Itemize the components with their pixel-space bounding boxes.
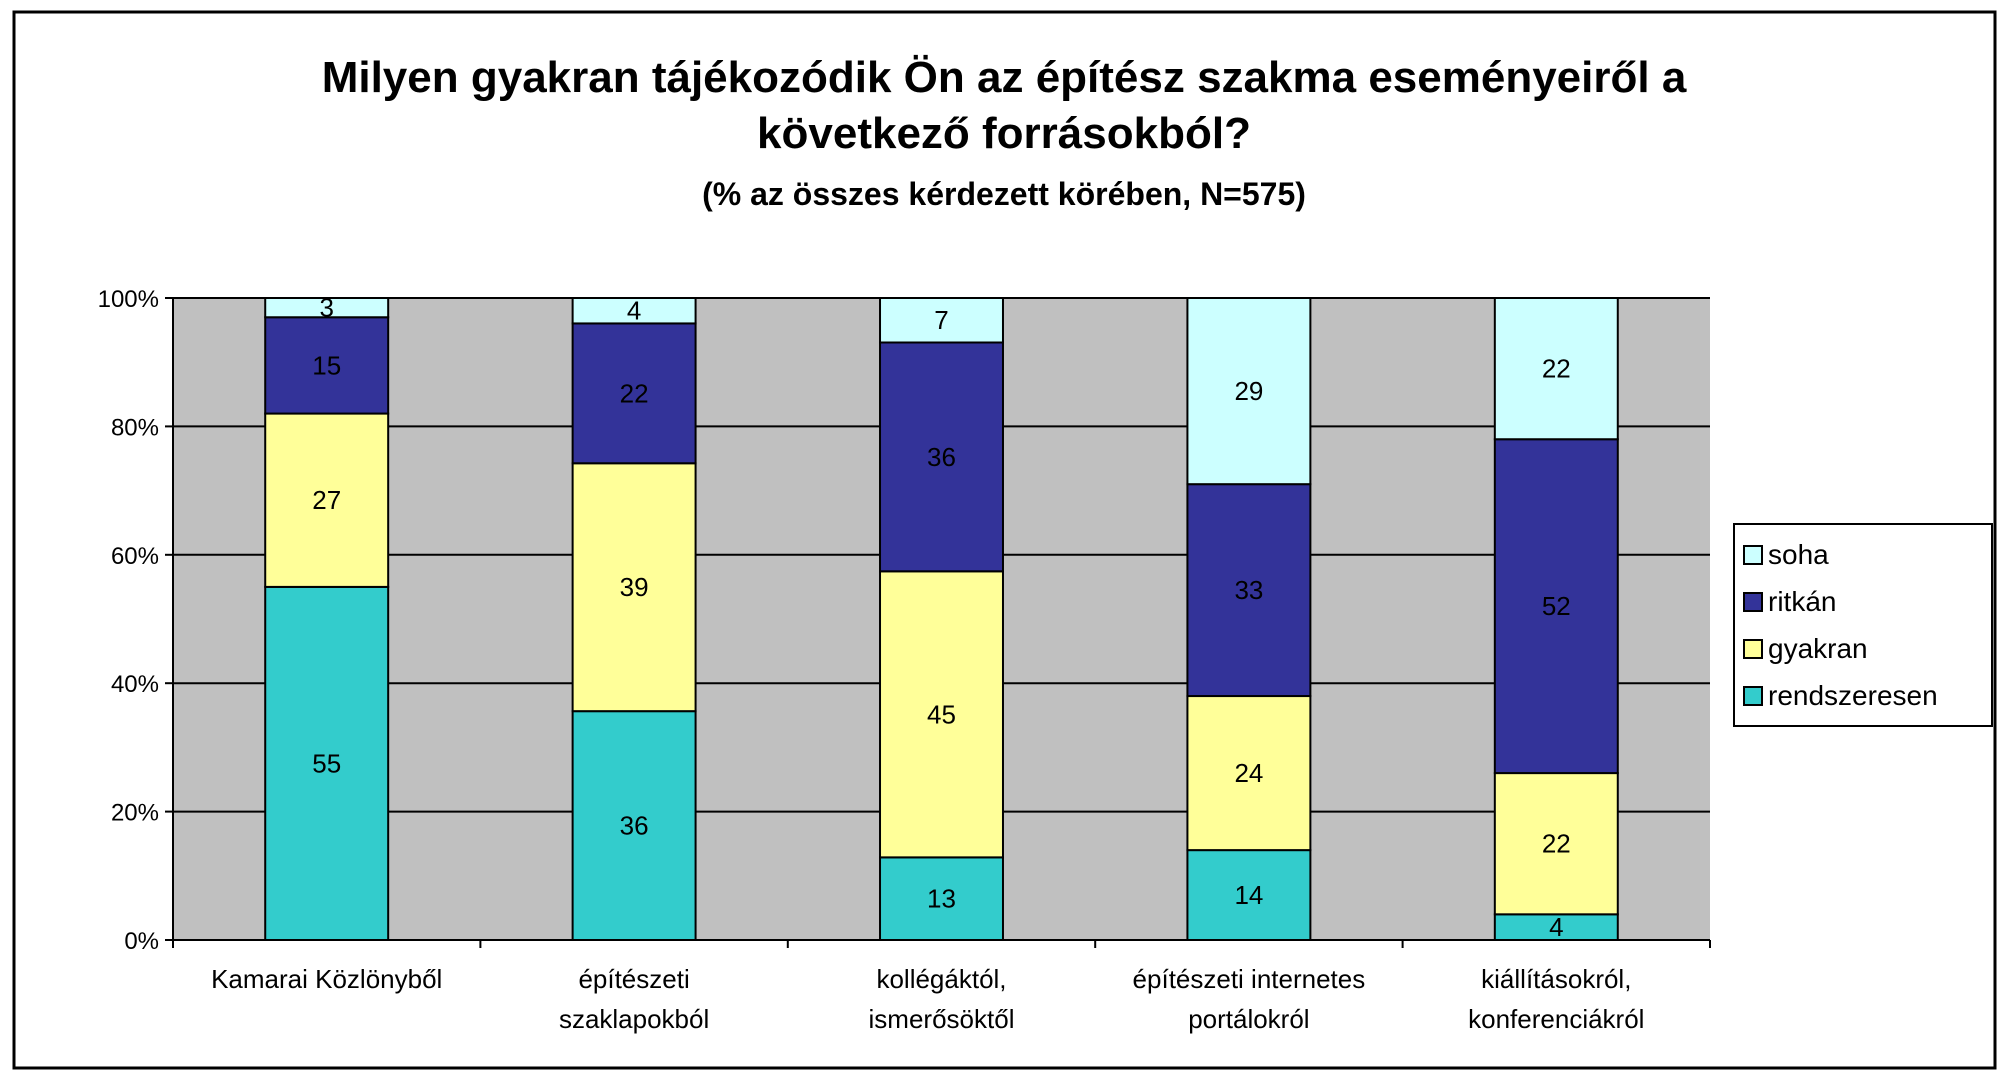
y-tick-label: 100% [98, 286, 159, 313]
y-axis-labels: 0% 20% 40% 60% 80% 100% [98, 286, 159, 955]
legend-label-ritkán: ritkán [1768, 586, 1836, 617]
y-tick-label: 60% [111, 543, 159, 570]
data-label: 36 [927, 442, 956, 472]
data-label: 39 [620, 572, 649, 602]
legend-label-soha: soha [1768, 539, 1829, 570]
data-label: 4 [627, 296, 641, 326]
x-axis-labels: Kamarai Közlönyből építészeti szaklapokból… [211, 964, 1644, 1034]
legend-swatch-soha [1743, 545, 1763, 565]
data-label: 33 [1234, 575, 1263, 605]
bar-segment-soha [879, 297, 1004, 344]
chart-title-line-1: Milyen gyakran tájékozódik Ön az építész… [322, 53, 1687, 102]
x-category-label: kollégáktól, [876, 964, 1006, 994]
x-category-label: Kamarai Közlönyből [211, 964, 442, 994]
bar-segment-rendszeresen [571, 710, 697, 942]
data-label: 22 [620, 378, 649, 408]
bar-segment-ritkán [1186, 483, 1312, 698]
data-label: 3 [319, 293, 333, 323]
legend: soha ritkán gyakran rendszeresen [1733, 523, 1993, 727]
legend-label-rendszeresen: rendszeresen [1768, 680, 1938, 711]
data-label: 52 [1542, 591, 1571, 621]
data-label: 15 [312, 350, 341, 380]
data-label: 22 [1542, 829, 1571, 859]
x-category-label: ismerősöktől [869, 1004, 1015, 1034]
x-category-label: kiállításokról, [1481, 964, 1631, 994]
data-label: 22 [1542, 354, 1571, 384]
chart-title-line-2: következő forrásokból? [757, 109, 1251, 158]
bar-segment-rendszeresen [879, 856, 1004, 941]
data-label: 45 [927, 699, 956, 729]
x-category-label: építészeti [578, 964, 689, 994]
data-label: 27 [312, 485, 341, 515]
bar-segment-gyakran [1493, 772, 1619, 916]
data-label: 36 [620, 811, 649, 841]
legend-swatch-ritkán [1743, 592, 1763, 612]
bars [264, 297, 1619, 942]
x-category-label: szaklapokból [559, 1004, 709, 1034]
bar-segment-ritkán [879, 341, 1004, 573]
x-category-label: építészeti internetes [1133, 964, 1366, 994]
bar-segment-ritkán [1493, 438, 1619, 775]
data-label: 7 [934, 305, 948, 335]
data-label: 13 [927, 884, 956, 914]
data-label: 24 [1234, 758, 1263, 788]
chart-subtitle: (% az összes kérdezett körében, N=575) [702, 176, 1306, 212]
bar-segment-gyakran [264, 412, 390, 588]
y-tick-label: 40% [111, 671, 159, 698]
legend-swatch-rendszeresen [1743, 686, 1763, 706]
data-label: 29 [1234, 376, 1263, 406]
bar-segment-rendszeresen [1186, 849, 1312, 941]
bar-segment-soha [1186, 297, 1312, 486]
data-label: 4 [1549, 912, 1563, 942]
data-label: 55 [312, 748, 341, 778]
bar-segment-soha [1493, 297, 1619, 441]
y-tick-label: 80% [111, 414, 159, 441]
bar-segment-rendszeresen [264, 585, 390, 942]
bar-segment-gyakran [879, 570, 1004, 859]
legend-swatch-gyakran [1743, 639, 1763, 659]
x-category-label: konferenciákról [1468, 1004, 1644, 1034]
bar-segment-ritkán [571, 322, 697, 465]
bar-segment-soha [571, 297, 697, 325]
legend-label-gyakran: gyakran [1768, 633, 1868, 664]
y-tick-label: 20% [111, 800, 159, 827]
y-tick-label: 0% [124, 928, 159, 955]
x-category-label: portálokról [1188, 1004, 1309, 1034]
bar-segment-gyakran [1186, 695, 1312, 852]
bar-segment-soha [264, 297, 390, 319]
legend-box [1733, 523, 1993, 727]
data-label: 14 [1234, 880, 1263, 910]
data-labels: 55 27 15 3 36 39 22 4 13 45 36 7 14 24 33 29 4 22 52 22 [312, 293, 1571, 943]
